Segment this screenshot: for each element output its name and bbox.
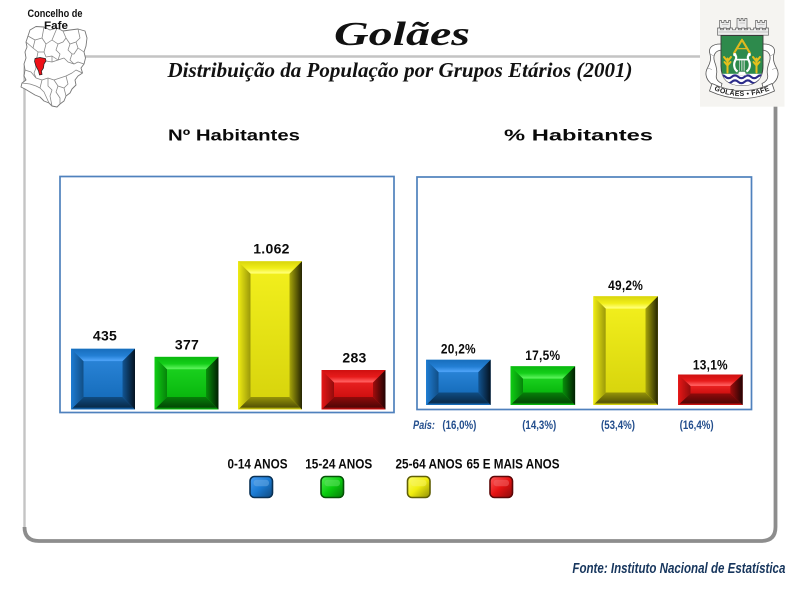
- svg-text:Distribuição da População por: Distribuição da População por Grupos Etá…: [167, 58, 633, 82]
- svg-text:15-24 ANOS: 15-24 ANOS: [305, 457, 372, 472]
- svg-text:País:: País:: [413, 420, 435, 432]
- svg-text:1.062: 1.062: [253, 241, 290, 257]
- svg-text:283: 283: [342, 350, 366, 366]
- svg-text:20,2%: 20,2%: [441, 341, 476, 357]
- svg-text:Nº Habitantes: Nº Habitantes: [168, 128, 300, 145]
- svg-text:17,5%: 17,5%: [525, 347, 560, 363]
- svg-text:25-64 ANOS: 25-64 ANOS: [396, 457, 463, 472]
- svg-text:Fafe: Fafe: [44, 20, 68, 32]
- svg-text:(16,0%): (16,0%): [442, 420, 476, 432]
- svg-text:377: 377: [175, 337, 199, 353]
- svg-text:% Habitantes: % Habitantes: [504, 128, 653, 145]
- svg-text:435: 435: [93, 328, 117, 344]
- svg-text:Concelho de: Concelho de: [28, 8, 83, 20]
- svg-text:0-14 ANOS: 0-14 ANOS: [228, 457, 288, 472]
- svg-text:Fonte: Instituto Nacional de E: Fonte: Instituto Nacional de Estatística: [572, 561, 785, 577]
- svg-text:(53,4%): (53,4%): [601, 420, 635, 432]
- svg-text:(16,4%): (16,4%): [680, 420, 714, 432]
- svg-text:65 E MAIS ANOS: 65 E MAIS ANOS: [467, 457, 560, 472]
- svg-text:49,2%: 49,2%: [608, 277, 643, 293]
- svg-text:(14,3%): (14,3%): [522, 420, 556, 432]
- svg-text:Golães: Golães: [334, 16, 470, 53]
- svg-text:13,1%: 13,1%: [693, 357, 728, 373]
